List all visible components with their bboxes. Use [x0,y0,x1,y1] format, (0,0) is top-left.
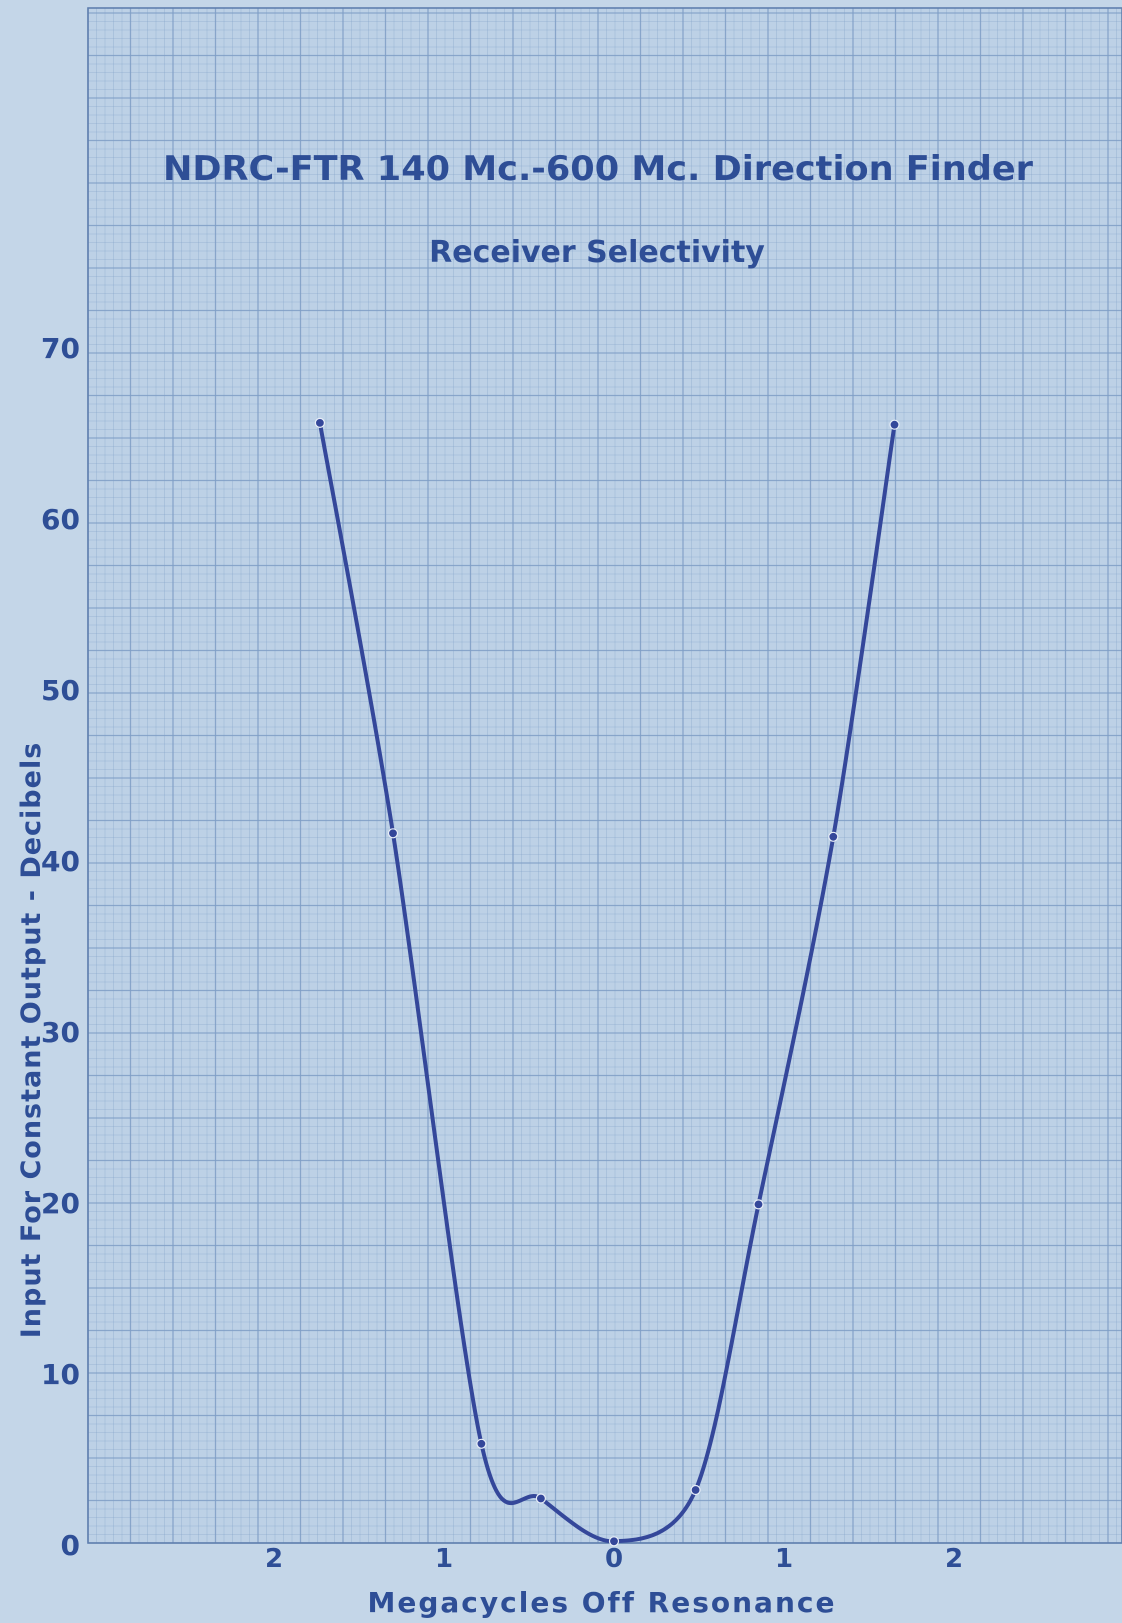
x-tick-label: 1 [775,1544,793,1574]
chart-subtitle: Receiver Selectivity [429,235,765,270]
x-axis-tick-labels: 2 1 0 1 2 [265,1544,963,1574]
y-tick-label: 70 [41,332,80,365]
y-tick-label: 40 [41,845,80,878]
data-point [889,419,900,430]
x-tick-label: 0 [605,1544,623,1574]
y-tick-label: 30 [41,1016,80,1049]
data-point [314,417,325,428]
x-tick-label: 1 [435,1544,453,1574]
y-tick-label: 50 [41,674,80,707]
data-point [608,1536,620,1547]
plot-area [88,8,1122,1543]
data-point [387,828,399,839]
y-tick-label: 0 [61,1529,80,1562]
data-point [476,1438,487,1449]
graph-paper-grid [87,7,1122,1544]
x-tick-label: 2 [265,1544,283,1574]
data-point [753,1199,764,1210]
data-point [690,1484,701,1496]
y-tick-label: 20 [41,1187,80,1220]
x-axis-label: Megacycles Off Resonance [368,1586,837,1619]
data-point [535,1493,547,1504]
plot-border [87,7,1122,1544]
x-tick-label: 2 [945,1544,963,1574]
y-tick-label: 10 [41,1358,80,1391]
y-axis-label: Input For Constant Output - Decibels [16,742,47,1339]
chart-title: NDRC-FTR 140 Mc.-600 Mc. Direction Finde… [163,149,1033,189]
y-tick-label: 60 [41,503,80,536]
data-points [314,417,900,1547]
data-point [828,831,839,842]
y-axis-tick-labels: 0 10 20 30 40 50 60 70 [41,332,80,1562]
